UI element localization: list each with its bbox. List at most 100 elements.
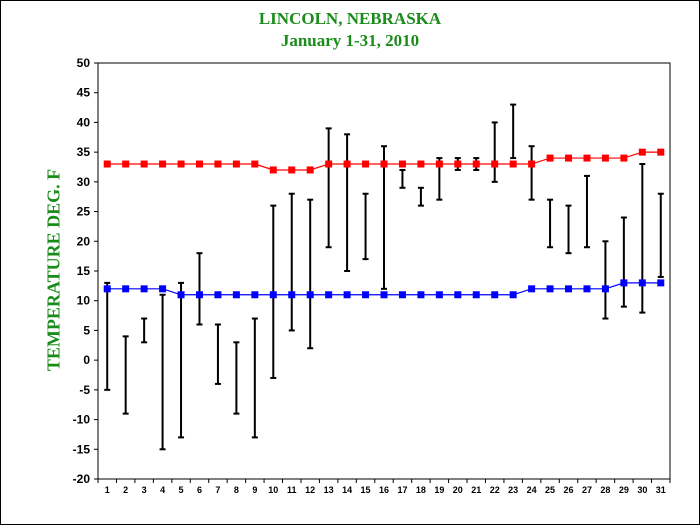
x-tick-label: 31 (656, 485, 666, 495)
series-point-0 (159, 161, 166, 168)
series-point-1 (639, 279, 646, 286)
series-point-1 (657, 279, 664, 286)
x-tick-label: 9 (252, 485, 257, 495)
y-tick-label: 15 (77, 264, 91, 278)
y-tick-label: 50 (77, 56, 91, 70)
series-point-0 (528, 161, 535, 168)
series-point-1 (491, 291, 498, 298)
series-point-1 (307, 291, 314, 298)
series-point-0 (399, 161, 406, 168)
series-point-0 (362, 161, 369, 168)
x-tick-label: 26 (564, 485, 574, 495)
x-tick-label: 2 (123, 485, 128, 495)
series-point-1 (417, 291, 424, 298)
series-point-0 (620, 155, 627, 162)
y-tick-label: 5 (83, 323, 90, 337)
x-tick-label: 20 (453, 485, 463, 495)
series-point-0 (233, 161, 240, 168)
series-point-0 (602, 155, 609, 162)
series-point-0 (583, 155, 590, 162)
series-point-1 (122, 285, 129, 292)
series-point-0 (657, 149, 664, 156)
y-tick-label: -10 (73, 413, 91, 427)
series-point-1 (620, 279, 627, 286)
series-point-0 (565, 155, 572, 162)
x-tick-label: 18 (416, 485, 426, 495)
x-tick-label: 30 (637, 485, 647, 495)
series-point-1 (251, 291, 258, 298)
series-point-0 (381, 161, 388, 168)
y-tick-label: 30 (77, 175, 91, 189)
x-tick-label: 17 (397, 485, 407, 495)
series-point-0 (436, 161, 443, 168)
series-point-0 (251, 161, 258, 168)
series-point-0 (141, 161, 148, 168)
series-point-0 (214, 161, 221, 168)
x-tick-label: 22 (490, 485, 500, 495)
y-tick-label: 20 (77, 234, 91, 248)
x-tick-label: 19 (434, 485, 444, 495)
series-point-1 (565, 285, 572, 292)
series-point-1 (104, 285, 111, 292)
series-point-1 (288, 291, 295, 298)
y-tick-label: 10 (77, 294, 91, 308)
series-point-1 (141, 285, 148, 292)
series-point-1 (399, 291, 406, 298)
x-tick-label: 16 (379, 485, 389, 495)
x-tick-label: 29 (619, 485, 629, 495)
series-point-0 (510, 161, 517, 168)
series-point-1 (473, 291, 480, 298)
series-point-1 (362, 291, 369, 298)
series-point-0 (325, 161, 332, 168)
x-tick-label: 28 (600, 485, 610, 495)
x-tick-label: 27 (582, 485, 592, 495)
series-point-1 (178, 291, 185, 298)
x-tick-label: 21 (471, 485, 481, 495)
x-tick-label: 13 (324, 485, 334, 495)
series-point-0 (491, 161, 498, 168)
y-tick-label: 45 (77, 86, 91, 100)
y-tick-label: 25 (77, 205, 91, 219)
y-tick-label: 40 (77, 115, 91, 129)
series-point-1 (436, 291, 443, 298)
y-tick-label: -15 (73, 442, 91, 456)
x-tick-label: 6 (197, 485, 202, 495)
series-point-0 (417, 161, 424, 168)
x-tick-label: 11 (287, 485, 297, 495)
series-point-1 (528, 285, 535, 292)
x-tick-label: 8 (234, 485, 239, 495)
series-point-0 (122, 161, 129, 168)
y-tick-label: 35 (77, 145, 91, 159)
series-point-1 (214, 291, 221, 298)
series-point-0 (178, 161, 185, 168)
x-tick-label: 10 (268, 485, 278, 495)
series-point-1 (602, 285, 609, 292)
series-point-1 (547, 285, 554, 292)
y-tick-label: -20 (73, 472, 91, 486)
x-tick-label: 7 (215, 485, 220, 495)
series-point-1 (381, 291, 388, 298)
x-tick-label: 1 (105, 485, 110, 495)
series-point-0 (307, 166, 314, 173)
series-point-1 (510, 291, 517, 298)
y-tick-label: 0 (83, 353, 90, 367)
x-tick-label: 15 (361, 485, 371, 495)
x-tick-label: 25 (545, 485, 555, 495)
y-tick-label: -5 (79, 383, 90, 397)
series-point-0 (473, 161, 480, 168)
x-tick-label: 3 (142, 485, 147, 495)
series-point-1 (270, 291, 277, 298)
series-point-0 (288, 166, 295, 173)
x-tick-label: 24 (527, 485, 537, 495)
series-point-0 (270, 166, 277, 173)
series-point-1 (325, 291, 332, 298)
series-point-0 (196, 161, 203, 168)
series-point-1 (196, 291, 203, 298)
series-point-0 (344, 161, 351, 168)
x-tick-label: 23 (508, 485, 518, 495)
series-point-0 (639, 149, 646, 156)
series-point-0 (104, 161, 111, 168)
series-point-1 (583, 285, 590, 292)
series-point-1 (159, 285, 166, 292)
